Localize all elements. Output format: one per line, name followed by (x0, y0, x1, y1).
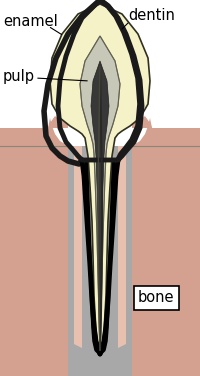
Ellipse shape (150, 314, 160, 328)
Ellipse shape (168, 171, 196, 191)
Text: bone: bone (138, 291, 174, 305)
Ellipse shape (4, 171, 32, 191)
Polygon shape (50, 4, 150, 354)
Polygon shape (118, 146, 126, 348)
Ellipse shape (2, 203, 22, 219)
Ellipse shape (164, 272, 186, 290)
Ellipse shape (21, 349, 39, 363)
Polygon shape (91, 61, 109, 350)
Ellipse shape (159, 283, 171, 299)
Text: enamel: enamel (3, 14, 58, 29)
Polygon shape (74, 146, 82, 348)
Ellipse shape (181, 254, 199, 268)
Text: pulp: pulp (3, 68, 35, 83)
Ellipse shape (160, 349, 180, 363)
Polygon shape (0, 113, 68, 128)
Ellipse shape (151, 319, 169, 333)
Ellipse shape (170, 170, 186, 182)
Ellipse shape (27, 320, 43, 332)
Ellipse shape (168, 236, 182, 246)
Ellipse shape (0, 254, 17, 268)
Ellipse shape (36, 193, 48, 209)
Ellipse shape (148, 192, 162, 210)
Polygon shape (132, 113, 200, 128)
Ellipse shape (175, 298, 195, 314)
Polygon shape (80, 36, 120, 350)
Polygon shape (132, 118, 200, 376)
Ellipse shape (178, 203, 198, 219)
Ellipse shape (3, 329, 17, 339)
Ellipse shape (183, 329, 197, 339)
Ellipse shape (152, 250, 168, 262)
Text: dentin: dentin (128, 9, 175, 23)
Polygon shape (0, 146, 200, 376)
Ellipse shape (0, 212, 12, 230)
Ellipse shape (12, 271, 38, 291)
Ellipse shape (5, 298, 25, 314)
Ellipse shape (33, 249, 43, 263)
Ellipse shape (11, 227, 33, 245)
Polygon shape (0, 118, 68, 376)
Ellipse shape (186, 213, 198, 229)
Ellipse shape (12, 170, 28, 182)
Ellipse shape (156, 227, 180, 245)
